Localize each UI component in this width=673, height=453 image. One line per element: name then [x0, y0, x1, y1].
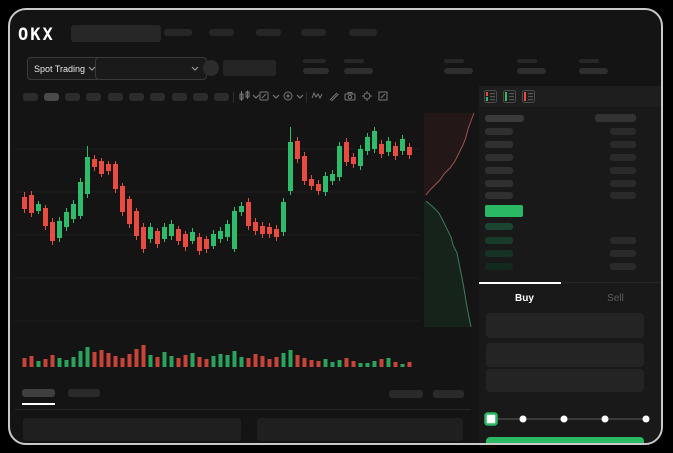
timeframe-button[interactable]: [150, 93, 165, 101]
orderbook-header: [479, 86, 661, 107]
tab-buy[interactable]: Buy: [515, 292, 534, 304]
stat-label-placeholder: [303, 59, 326, 63]
order-book-panel: Buy Sell: [479, 86, 661, 443]
fullscreen-icon[interactable]: [377, 90, 389, 102]
stat-label-placeholder: [344, 59, 364, 63]
bid-price-placeholder[interactable]: [485, 263, 513, 270]
nav-item[interactable]: [301, 29, 326, 36]
stat-value-placeholder: [444, 68, 473, 74]
timeframe-button[interactable]: [193, 93, 208, 101]
bottom-action-placeholder[interactable]: [433, 390, 464, 398]
chevron-down-icon: [88, 66, 96, 71]
chevron-down-icon[interactable]: [272, 93, 280, 100]
stat-value-placeholder: [579, 68, 608, 74]
trading-app: OKX Spot Trading: [10, 10, 661, 443]
timeframe-button[interactable]: [172, 93, 187, 101]
bid-price-placeholder[interactable]: [485, 223, 513, 230]
market-type-dropdown[interactable]: Spot Trading: [27, 57, 103, 80]
bid-amount-placeholder: [610, 263, 636, 270]
trade-tabs: Buy Sell: [479, 282, 661, 313]
stat-label-placeholder: [444, 59, 464, 63]
active-tab-underline: [22, 403, 55, 405]
chevron-down-icon[interactable]: [296, 93, 304, 100]
ask-amount-placeholder: [610, 180, 636, 187]
view-mode-bids-only-icon[interactable]: [503, 90, 516, 103]
token-avatar: [203, 60, 219, 76]
bid-price-placeholder[interactable]: [485, 237, 513, 244]
ask-price-placeholder[interactable]: [485, 167, 513, 174]
bottom-divider: [15, 409, 471, 410]
bottom-panel: [257, 418, 463, 441]
ask-amount-placeholder: [610, 128, 636, 135]
draw-pencil-icon[interactable]: [328, 90, 340, 102]
stat-label-placeholder: [579, 59, 599, 63]
timeframe-button[interactable]: [23, 93, 38, 101]
amount-slider[interactable]: [479, 411, 661, 427]
okx-logo: OKX: [18, 25, 55, 45]
orderbook-column-header: [485, 115, 524, 122]
style-dropdown-icon[interactable]: [258, 90, 270, 102]
timeframe-button[interactable]: [65, 93, 80, 101]
stat-value-placeholder: [344, 68, 373, 74]
trade-input-field[interactable]: [486, 343, 644, 367]
bottom-action-placeholder[interactable]: [389, 390, 423, 398]
ask-amount-placeholder: [610, 192, 636, 199]
search-input[interactable]: [71, 25, 161, 42]
timeframe-button[interactable]: [129, 93, 144, 101]
bottom-panel: [23, 418, 241, 441]
ask-price-placeholder[interactable]: [485, 154, 513, 161]
bid-price-placeholder[interactable]: [485, 250, 513, 257]
camera-icon[interactable]: [344, 90, 356, 102]
view-mode-combined-book-icon[interactable]: [484, 90, 497, 103]
submit-buy-button[interactable]: [486, 437, 644, 443]
candlestick-chart[interactable]: [14, 111, 478, 373]
app-window: OKX Spot Trading: [8, 8, 663, 445]
indicators-wave-icon[interactable]: [311, 90, 323, 102]
view-mode-asks-only-icon[interactable]: [522, 90, 535, 103]
bottom-tab[interactable]: [22, 389, 55, 397]
bid-amount-placeholder: [610, 237, 636, 244]
token-name-placeholder: [223, 60, 276, 76]
nav-item[interactable]: [209, 29, 234, 36]
nav-item[interactable]: [349, 29, 377, 36]
stat-label-placeholder: [517, 59, 537, 63]
nav-item[interactable]: [164, 29, 192, 36]
stat-value-placeholder: [517, 68, 546, 74]
bottom-tab[interactable]: [68, 389, 100, 397]
ask-price-placeholder[interactable]: [485, 141, 513, 148]
settings-gear-icon[interactable]: [361, 90, 373, 102]
orderbook-column-header: [595, 114, 636, 122]
timeframe-button[interactable]: [214, 93, 229, 101]
nav-item[interactable]: [256, 29, 281, 36]
timeframe-button[interactable]: [44, 93, 59, 101]
bid-amount-placeholder: [610, 250, 636, 257]
candle-style-icon[interactable]: [238, 90, 250, 102]
tab-sell[interactable]: Sell: [607, 292, 624, 304]
ask-amount-placeholder: [610, 167, 636, 174]
compare-icon[interactable]: [282, 90, 294, 102]
timeframe-button[interactable]: [108, 93, 123, 101]
chevron-down-icon[interactable]: [252, 93, 260, 100]
toolbar-divider: [233, 92, 234, 103]
trade-input-field[interactable]: [486, 313, 644, 338]
ask-amount-placeholder: [610, 154, 636, 161]
ask-amount-placeholder: [610, 141, 636, 148]
chevron-down-icon: [191, 66, 199, 71]
ask-price-placeholder[interactable]: [485, 180, 513, 187]
trade-input-field[interactable]: [486, 369, 644, 392]
ask-price-placeholder[interactable]: [485, 192, 513, 199]
timeframe-button[interactable]: [86, 93, 101, 101]
pair-dropdown[interactable]: [95, 57, 207, 80]
stat-value-placeholder: [303, 68, 329, 74]
orderbook-view-icons: [484, 90, 535, 103]
last-price-badge[interactable]: [485, 205, 523, 217]
market-type-label: Spot Trading: [34, 63, 86, 74]
ask-price-placeholder[interactable]: [485, 128, 513, 135]
active-tab-indicator: [479, 282, 561, 284]
toolbar-divider: [306, 92, 307, 103]
